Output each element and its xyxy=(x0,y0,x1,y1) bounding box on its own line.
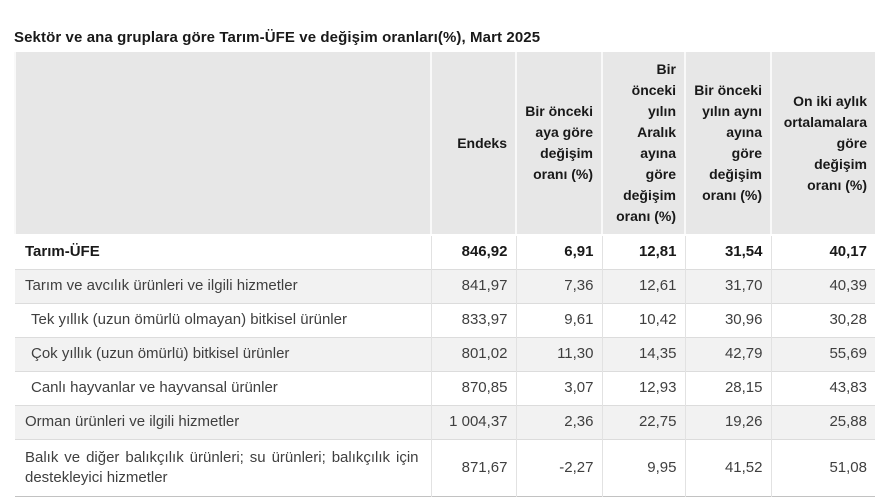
value-cell: 3,07 xyxy=(515,370,602,405)
agri-ppi-table: Endeks Bir önceki aya göre değişim oranı… xyxy=(14,52,875,497)
table-row: Orman ürünleri ve ilgili hizmetler 1 004… xyxy=(15,404,875,439)
value-cell: 871,67 xyxy=(430,438,516,496)
value-cell: 846,92 xyxy=(430,235,516,269)
value-cell: 25,88 xyxy=(770,404,875,439)
value-cell: 55,69 xyxy=(770,336,875,371)
value-cell: 30,96 xyxy=(684,302,771,337)
value-cell: 31,54 xyxy=(684,235,771,269)
table-row: Balık ve diğer balıkçılık ürünleri; su ü… xyxy=(15,438,875,496)
value-cell: 22,75 xyxy=(601,404,685,439)
col-header-since-december-change: Bir önceki yılın Aralık ayına göre değiş… xyxy=(601,52,685,236)
value-cell: 51,08 xyxy=(770,438,875,496)
value-cell: 801,02 xyxy=(430,336,516,371)
table-row: Tarım ve avcılık ürünleri ve ilgili hizm… xyxy=(15,268,875,303)
table-row: Tek yıllık (uzun ömürlü olmayan) bitkise… xyxy=(15,302,875,337)
value-cell: 6,91 xyxy=(515,235,602,269)
value-cell: 11,30 xyxy=(515,336,602,371)
page-title: Sektör ve ana gruplara göre Tarım-ÜFE ve… xyxy=(14,29,541,46)
value-cell: 12,61 xyxy=(601,268,685,303)
value-cell: 42,79 xyxy=(684,336,771,371)
table-body: Tarım-ÜFE 846,92 6,91 12,81 31,54 40,17 … xyxy=(15,235,875,496)
value-cell: 7,36 xyxy=(515,268,602,303)
row-label: Tek yıllık (uzun ömürlü olmayan) bitkise… xyxy=(15,302,431,337)
col-header-monthly-change: Bir önceki aya göre değişim oranı (%) xyxy=(515,52,602,236)
value-cell: 28,15 xyxy=(684,370,771,405)
value-cell: 833,97 xyxy=(430,302,516,337)
row-label: Balık ve diğer balıkçılık ürünleri; su ü… xyxy=(15,438,431,496)
value-cell: 43,83 xyxy=(770,370,875,405)
table-row: Canlı hayvanlar ve hayvansal ürünler 870… xyxy=(15,370,875,405)
value-cell: 12,93 xyxy=(601,370,685,405)
value-cell: 9,61 xyxy=(515,302,602,337)
row-label: Tarım-ÜFE xyxy=(25,243,100,261)
value-cell: 9,95 xyxy=(601,438,685,496)
value-cell: -2,27 xyxy=(515,438,602,496)
value-cell: 841,97 xyxy=(430,268,516,303)
value-cell: 40,39 xyxy=(770,268,875,303)
value-cell: 870,85 xyxy=(430,370,516,405)
table-row: Çok yıllık (uzun ömürlü) bitkisel ürünle… xyxy=(15,336,875,371)
value-cell: 1 004,37 xyxy=(430,404,516,439)
value-cell: 10,42 xyxy=(601,302,685,337)
value-cell: 2,36 xyxy=(515,404,602,439)
value-cell: 19,26 xyxy=(684,404,771,439)
value-cell: 12,81 xyxy=(601,235,685,269)
value-cell: 14,35 xyxy=(601,336,685,371)
row-label: Tarım ve avcılık ürünleri ve ilgili hizm… xyxy=(15,268,431,303)
col-header-empty xyxy=(14,52,431,236)
value-cell: 30,28 xyxy=(770,302,875,337)
row-label: Çok yıllık (uzun ömürlü) bitkisel ürünle… xyxy=(15,336,431,371)
table-row-total: Tarım-ÜFE 846,92 6,91 12,81 31,54 40,17 xyxy=(15,235,875,269)
value-cell: 41,52 xyxy=(684,438,771,496)
table-header: Endeks Bir önceki aya göre değişim oranı… xyxy=(14,52,875,236)
table-header-row: Endeks Bir önceki aya göre değişim oranı… xyxy=(14,52,875,236)
col-header-twelve-month-avg-change: On iki aylık ortalamalara göre değişim o… xyxy=(770,52,875,236)
col-header-annual-change: Bir önceki yılın aynı ayına göre değişim… xyxy=(684,52,771,236)
col-header-endeks: Endeks xyxy=(430,52,516,236)
row-label: Canlı hayvanlar ve hayvansal ürünler xyxy=(15,370,431,405)
row-label: Orman ürünleri ve ilgili hizmetler xyxy=(15,404,431,439)
value-cell: 31,70 xyxy=(684,268,771,303)
value-cell: 40,17 xyxy=(770,235,875,269)
